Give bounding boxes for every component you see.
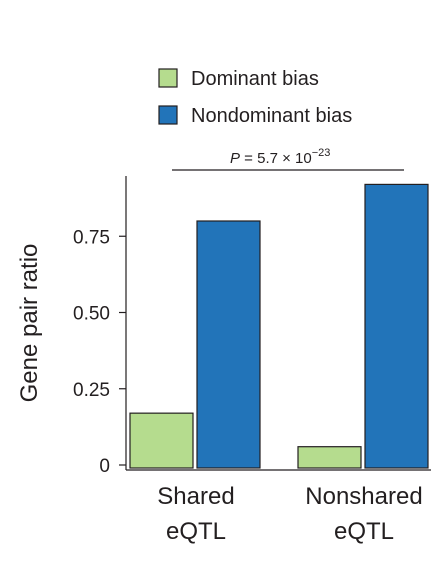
x-category-label: Nonshared	[305, 483, 422, 510]
y-ticks: 0 0.25 0.50 0.75	[73, 227, 126, 477]
significance-annotation: P = 5.7 × 10−23	[172, 147, 404, 171]
x-category-label: eQTL	[334, 518, 394, 545]
p-value-exponent: −23	[312, 147, 331, 159]
x-category-label: Shared	[157, 483, 234, 510]
axes	[125, 176, 431, 471]
x-category-labels: Shared eQTL Nonshared eQTL	[157, 483, 422, 545]
bar-nondominant-bias-nonshared-eqtl	[364, 183, 429, 469]
p-value-label: P = 5.7 × 10−23	[230, 147, 330, 167]
y-tick-label: 0.25	[73, 380, 110, 401]
y-tick-label: 0.50	[73, 304, 110, 325]
legend: Dominant bias Nondominant bias	[158, 68, 352, 127]
x-category-label: eQTL	[166, 518, 226, 545]
legend-label-nondominant-bias: Nondominant bias	[191, 105, 352, 127]
p-symbol: P	[230, 150, 240, 167]
bar-dominant-bias-nonshared-eqtl	[297, 446, 362, 469]
y-tick-label: 0.75	[73, 227, 110, 248]
legend-label-dominant-bias: Dominant bias	[191, 68, 319, 90]
bar-dominant-bias-shared-eqtl	[129, 412, 194, 469]
p-value-mantissa: = 5.7 × 10	[240, 150, 312, 167]
legend-swatch-nondominant-bias	[158, 105, 178, 125]
bar-nondominant-bias-shared-eqtl	[196, 220, 261, 469]
y-tick-label: 0	[99, 456, 110, 477]
bars	[129, 183, 429, 469]
y-axis-title: Gene pair ratio	[16, 244, 43, 403]
legend-swatch-dominant-bias	[158, 68, 178, 88]
